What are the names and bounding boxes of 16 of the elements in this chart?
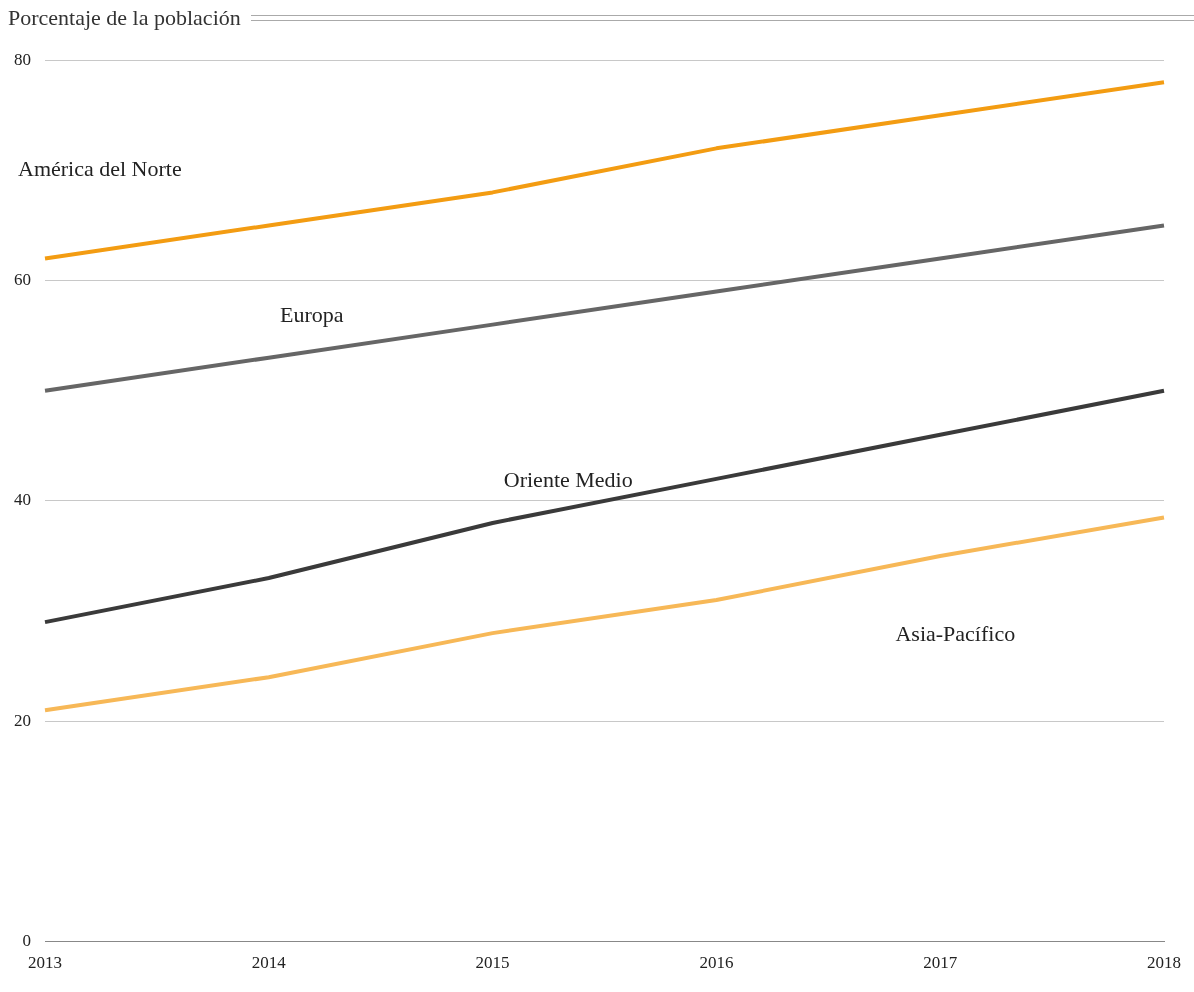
text: Asia-Pacífico [895, 620, 1016, 646]
y-tick-label: 20 [14, 710, 31, 730]
text: América del Norte [18, 155, 182, 181]
y-tick-label: 0 [22, 931, 31, 951]
x-tick-label: 2013 [28, 953, 62, 973]
x-tick-label: 2014 [251, 953, 287, 973]
y-tick-label: 60 [14, 270, 31, 290]
x-tick-label: 2017 [923, 953, 958, 973]
x-tick-label: 2015 [475, 953, 510, 973]
y-tick-label: 80 [14, 49, 31, 69]
series-label: Oriente Medio [503, 466, 633, 492]
chart-title: Porcentaje de la población [8, 5, 241, 31]
series-label: Europa [279, 301, 344, 327]
x-tick-label: 2018 [1147, 953, 1181, 973]
y-tick-label: 40 [14, 490, 31, 510]
x-tick-label: 2016 [699, 953, 734, 973]
